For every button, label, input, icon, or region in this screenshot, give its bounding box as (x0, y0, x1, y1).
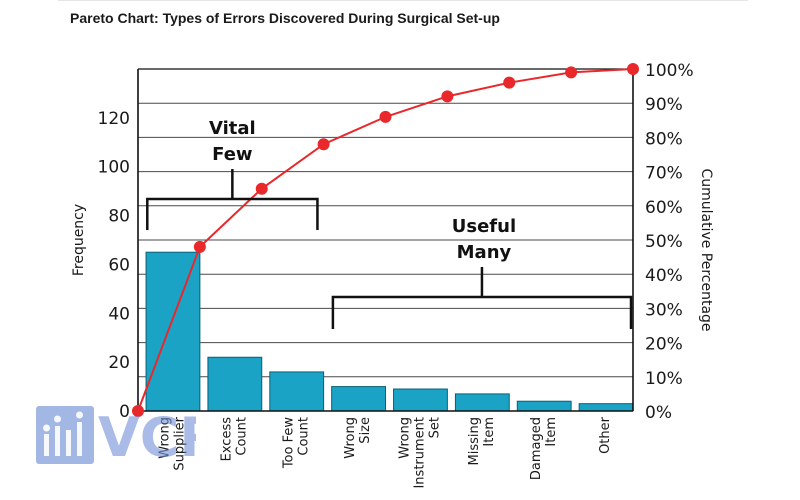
y2-tick-label-6: 60% (645, 198, 683, 218)
cumulative-line (132, 63, 639, 417)
annotation-text-0-1: Few (212, 144, 252, 165)
logo-watermark-text: VCR (98, 406, 196, 466)
x-tick-label-0-0: Wrong (158, 417, 173, 459)
y-tick-label-0: 0 (119, 402, 130, 422)
x-tick-label-4-1: Instrument (413, 417, 428, 489)
x-tick-label-3-0: Wrong (343, 417, 358, 459)
x-tick-label-5-1: Item (482, 417, 497, 447)
x-tick-label-4-0: Wrong (398, 417, 413, 459)
y2-tick-label-3: 30% (645, 300, 683, 320)
cumulative-point-7 (565, 66, 578, 79)
y-tick-label-1: 20 (108, 353, 130, 373)
bracket-0 (146, 169, 319, 230)
x-tick-label-6-1: Item (544, 417, 559, 447)
cumulative-point-8 (627, 63, 639, 75)
y-tick-label-4: 80 (108, 207, 130, 227)
annotation-text-1-0: Useful (452, 216, 516, 237)
cumulative-point-1 (193, 240, 206, 253)
annotations: Vital Few Useful Many (146, 118, 633, 329)
y-tick-label-5: 100 (98, 158, 130, 178)
bar-0 (145, 251, 201, 412)
y-tick-label-2: 40 (108, 304, 130, 324)
chart-title: Pareto Chart: Types of Errors Discovered… (70, 10, 500, 26)
bracket-1 (331, 267, 633, 329)
x-tick-label-3-1: Size (358, 417, 373, 444)
x-tick-label-6-0: Damaged (529, 417, 544, 480)
x-tick-label-5-0: Missing (467, 417, 482, 465)
bars (145, 251, 634, 412)
y2-tick-label-10: 100% (645, 61, 694, 81)
cumulative-point-3 (317, 138, 330, 151)
cumulative-point-0 (132, 405, 144, 417)
vcr-logo-icon: VCR (36, 406, 196, 466)
bar-4 (393, 388, 448, 412)
y-tick-label-6: 120 (98, 109, 130, 129)
cumulative-point-6 (503, 76, 516, 89)
x-tick-label-1-1: Count (234, 417, 249, 456)
y2-tick-label-9: 90% (645, 95, 683, 115)
annotation-text-0-0: Vital (209, 118, 256, 139)
bar-6 (516, 400, 572, 412)
cumulative-point-5 (441, 90, 454, 103)
bar-2 (269, 371, 325, 412)
x-tick-label-2-0: Too Few (281, 417, 296, 470)
axes (137, 68, 634, 412)
y2-tick-label-7: 70% (645, 164, 683, 184)
bar-7 (578, 403, 634, 412)
y2-tick-label-1: 10% (645, 369, 683, 389)
y2-tick-label-2: 20% (645, 335, 683, 355)
x-tick-label-1-0: Excess (219, 417, 234, 462)
y2-tick-label-0: 0% (645, 403, 672, 423)
labels: 0 20 40 60 80 100 120 0% 10% 20% 30% 40% 50% 60% 70% 80… (71, 61, 714, 489)
y2-tick-label-5: 50% (645, 232, 683, 252)
x-tick-label-4-2: Set (428, 417, 443, 438)
x-tick-label-2-1: Count (296, 417, 311, 456)
y2-axis-title: Cumulative Percentage (698, 168, 714, 331)
cumulative-point-2 (255, 182, 268, 195)
y2-tick-label-4: 40% (645, 266, 683, 286)
y2-tick-label-8: 80% (645, 129, 683, 149)
x-tick-label-7-0: Other (598, 416, 613, 454)
cumulative-point-4 (379, 110, 392, 123)
bar-3 (331, 386, 387, 412)
annotation-text-1-1: Many (457, 242, 512, 263)
y-tick-label-3: 60 (108, 255, 130, 275)
bar-5 (454, 393, 510, 412)
x-tick-label-0-1: Supplier (173, 416, 188, 470)
bar-1 (207, 356, 263, 412)
y-axis-title: Frequency (71, 204, 87, 276)
top-divider (58, 0, 748, 1)
